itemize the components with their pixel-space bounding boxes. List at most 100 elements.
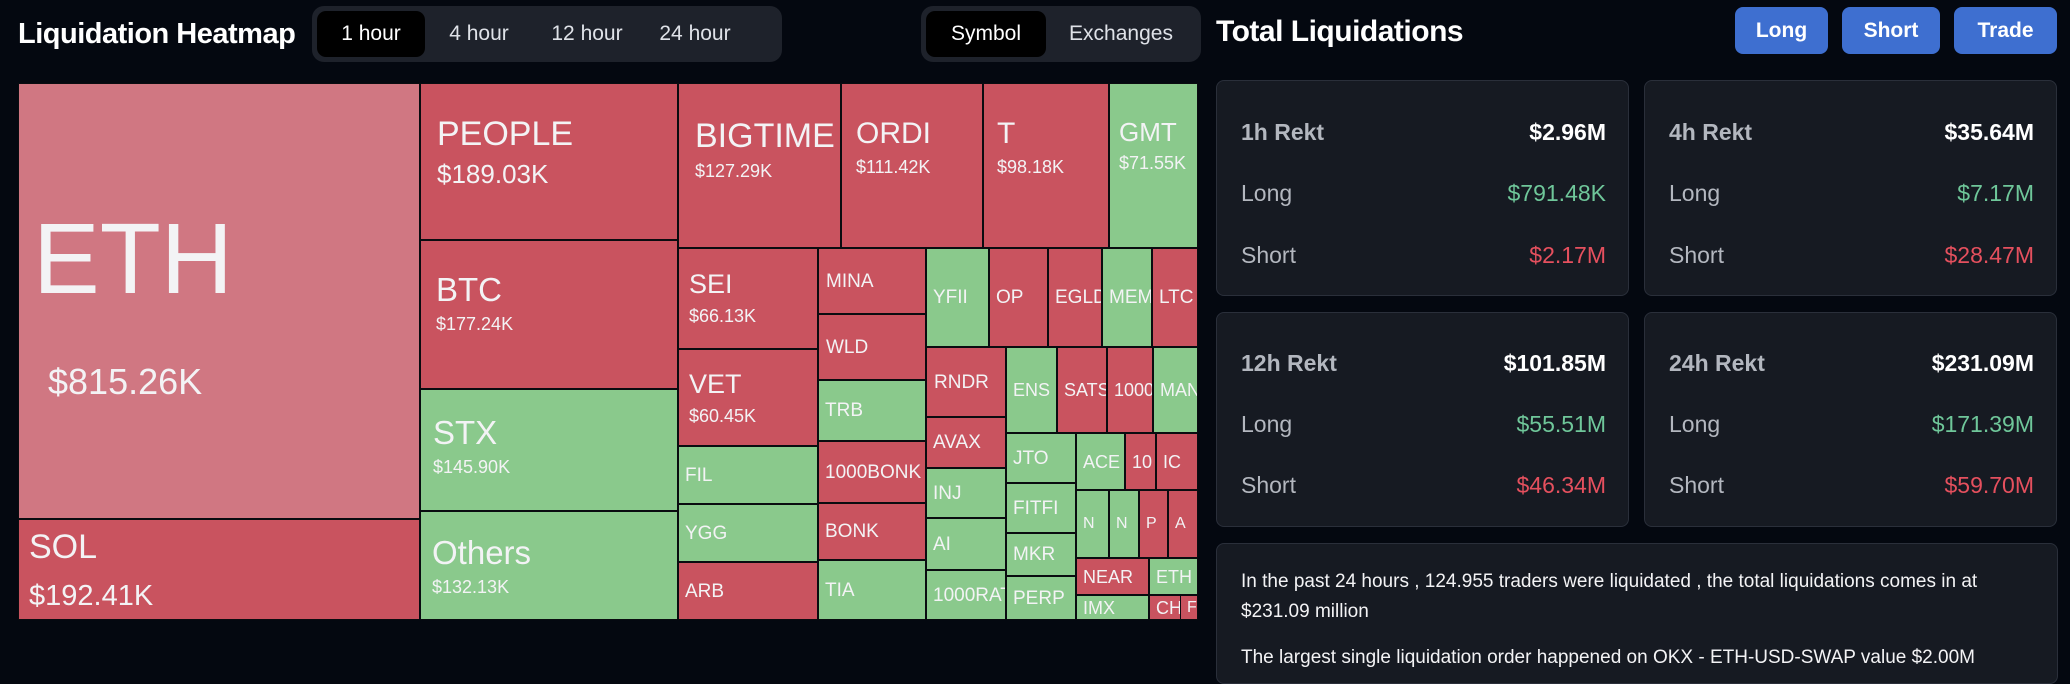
tile-symbol: GMT <box>1119 117 1177 147</box>
short-value: $46.34M <box>1516 472 1606 498</box>
rekt-card-4h: 4h Rekt $35.64M Long $7.17M Short $28.47M <box>1644 80 2057 296</box>
heatmap-tile-egld[interactable]: EGLD <box>1048 248 1102 347</box>
short-button[interactable]: Short <box>1842 7 1940 54</box>
rekt-total-value: $101.85M <box>1503 350 1606 376</box>
heatmap-tile-a[interactable]: A <box>1168 490 1198 558</box>
heatmap-tile-ens[interactable]: ENS <box>1006 347 1057 433</box>
heatmap-tile-rndr[interactable]: RNDR <box>926 347 1006 417</box>
tile-symbol: JTO <box>1013 448 1049 469</box>
heatmap-tile-n[interactable]: N <box>1076 490 1109 558</box>
heatmap-tile-vet[interactable]: VET $60.45K <box>678 349 818 446</box>
rekt-short-row: Short $46.34M <box>1241 472 1606 499</box>
short-value: $2.17M <box>1529 242 1606 268</box>
heatmap-tile-others[interactable]: Others $132.13K <box>420 511 678 620</box>
heatmap-tile-perp[interactable]: PERP <box>1006 576 1076 620</box>
tile-symbol: FITFI <box>1013 498 1059 519</box>
heatmap-tile-imx[interactable]: IMX <box>1076 595 1149 620</box>
tile-value: $815.26K <box>48 361 203 402</box>
tile-symbol: YGG <box>685 523 728 544</box>
heatmap-tile-jto[interactable]: JTO <box>1006 433 1076 483</box>
short-label: Short <box>1241 242 1296 268</box>
liquidation-summary: In the past 24 hours , 124.955 traders w… <box>1216 543 2058 684</box>
tile-symbol: ORDI <box>856 117 931 150</box>
heatmap-tile-p[interactable]: P <box>1139 490 1168 558</box>
heatmap-tile-sol[interactable]: SOL $192.41K <box>18 519 420 620</box>
heatmap-tile-gmt[interactable]: GMT $71.55K <box>1109 83 1198 248</box>
heatmap-tile-ltc[interactable]: LTC <box>1152 248 1198 347</box>
liquidation-heatmap: ETH $815.26K SOL $192.41K PEOPLE $189.03K BTC $… <box>18 83 1198 620</box>
tile-symbol: F <box>1187 599 1197 616</box>
heatmap-tile-eth[interactable]: ETH $815.26K <box>18 83 420 519</box>
heatmap-tile-arb[interactable]: ARB <box>678 562 818 620</box>
heatmap-tile-fitfi[interactable]: FITFI <box>1006 483 1076 533</box>
view-mode-tabs: Symbol Exchanges <box>921 6 1201 62</box>
heatmap-tile-btc[interactable]: BTC $177.24K <box>420 240 678 389</box>
tab-12-hour[interactable]: 12 hour <box>551 22 623 45</box>
heatmap-tile-fil[interactable]: FIL <box>678 446 818 504</box>
rekt-period-label: 24h Rekt <box>1669 350 1765 376</box>
tile-symbol: SOL <box>29 528 98 566</box>
heatmap-tile-ace[interactable]: ACE <box>1076 433 1125 490</box>
tile-symbol: MEME <box>1109 287 1152 308</box>
tile-symbol: SEI <box>689 269 733 299</box>
heatmap-tile-1000[interactable]: 1000 <box>1107 347 1153 433</box>
heatmap-tile-mkr[interactable]: MKR <box>1006 533 1076 576</box>
heatmap-tile-1000bonk[interactable]: 1000BONK <box>818 441 926 503</box>
heatmap-tile-ai[interactable]: AI <box>926 518 1006 570</box>
tab-4-hour[interactable]: 4 hour <box>449 22 509 45</box>
heatmap-tile-wld[interactable]: WLD <box>818 314 926 380</box>
tile-symbol: ENS <box>1013 380 1051 400</box>
heatmap-tile-ordi[interactable]: ORDI $111.42K <box>841 83 983 248</box>
tile-symbol: BIGTIME <box>695 117 835 155</box>
heatmap-tile-yfii[interactable]: YFII <box>926 248 989 347</box>
tile-symbol: AI <box>933 534 951 555</box>
heatmap-tile-op[interactable]: OP <box>989 248 1048 347</box>
long-label: Long <box>1669 180 1721 206</box>
rekt-long-row: Long $171.39M <box>1669 411 2034 438</box>
heatmap-tile-n[interactable]: N <box>1109 490 1139 558</box>
heatmap-tile-stx[interactable]: STX $145.90K <box>420 389 678 511</box>
trade-button[interactable]: Trade <box>1954 7 2057 54</box>
tile-value: $132.13K <box>432 577 510 597</box>
heatmap-tile-10[interactable]: 10 <box>1125 433 1156 490</box>
long-value: $791.48K <box>1507 180 1606 206</box>
heatmap-tile-tia[interactable]: TIA <box>818 560 926 620</box>
long-label: Long <box>1241 180 1293 206</box>
rekt-total-row: 1h Rekt $2.96M <box>1241 119 1606 146</box>
heatmap-tile-avax[interactable]: AVAX <box>926 417 1006 468</box>
long-button[interactable]: Long <box>1735 7 1828 54</box>
heatmap-tile-ic[interactable]: IC <box>1156 433 1198 490</box>
heatmap-tile-f[interactable]: F <box>1180 595 1198 620</box>
tile-symbol: 1000BONK <box>825 462 922 483</box>
heatmap-tile-bigtime[interactable]: BIGTIME $127.29K <box>678 83 841 248</box>
heatmap-tile-t[interactable]: T $98.18K <box>983 83 1109 248</box>
rekt-total-value: $2.96M <box>1529 119 1606 145</box>
short-value: $28.47M <box>1944 242 2034 268</box>
heatmap-tile-meme[interactable]: MEME <box>1102 248 1152 347</box>
heatmap-tile-eth[interactable]: ETH <box>1149 558 1198 595</box>
heatmap-tile-bonk[interactable]: BONK <box>818 503 926 560</box>
tab-exchanges[interactable]: Exchanges <box>1069 22 1173 45</box>
summary-text-line2: The largest single liquidation order hap… <box>1241 647 1975 668</box>
heatmap-tile-inj[interactable]: INJ <box>926 468 1006 518</box>
tile-symbol: YFII <box>933 287 968 308</box>
heatmap-tile-1000rats[interactable]: 1000RATS <box>926 570 1006 620</box>
tile-symbol: RNDR <box>934 372 989 393</box>
heatmap-tile-ygg[interactable]: YGG <box>678 504 818 562</box>
heatmap-tile-manta[interactable]: MANTA <box>1153 347 1198 433</box>
heatmap-tile-mina[interactable]: MINA <box>818 248 926 314</box>
heatmap-tile-sats[interactable]: SATS <box>1057 347 1107 433</box>
tile-symbol: LTC <box>1159 287 1194 308</box>
tab-1-hour[interactable]: 1 hour <box>317 11 425 57</box>
rekt-long-row: Long $55.51M <box>1241 411 1606 438</box>
heatmap-tile-sei[interactable]: SEI $66.13K <box>678 248 818 349</box>
heatmap-tile-trb[interactable]: TRB <box>818 380 926 441</box>
tab-24-hour[interactable]: 24 hour <box>659 22 731 45</box>
tile-value: $177.24K <box>436 314 514 334</box>
heatmap-tile-near[interactable]: NEAR <box>1076 558 1149 595</box>
rekt-total-row: 12h Rekt $101.85M <box>1241 350 1606 377</box>
tile-value: $127.29K <box>695 161 773 181</box>
heatmap-tile-people[interactable]: PEOPLE $189.03K <box>420 83 678 240</box>
tile-symbol: MINA <box>826 271 874 292</box>
tab-symbol[interactable]: Symbol <box>926 11 1046 57</box>
